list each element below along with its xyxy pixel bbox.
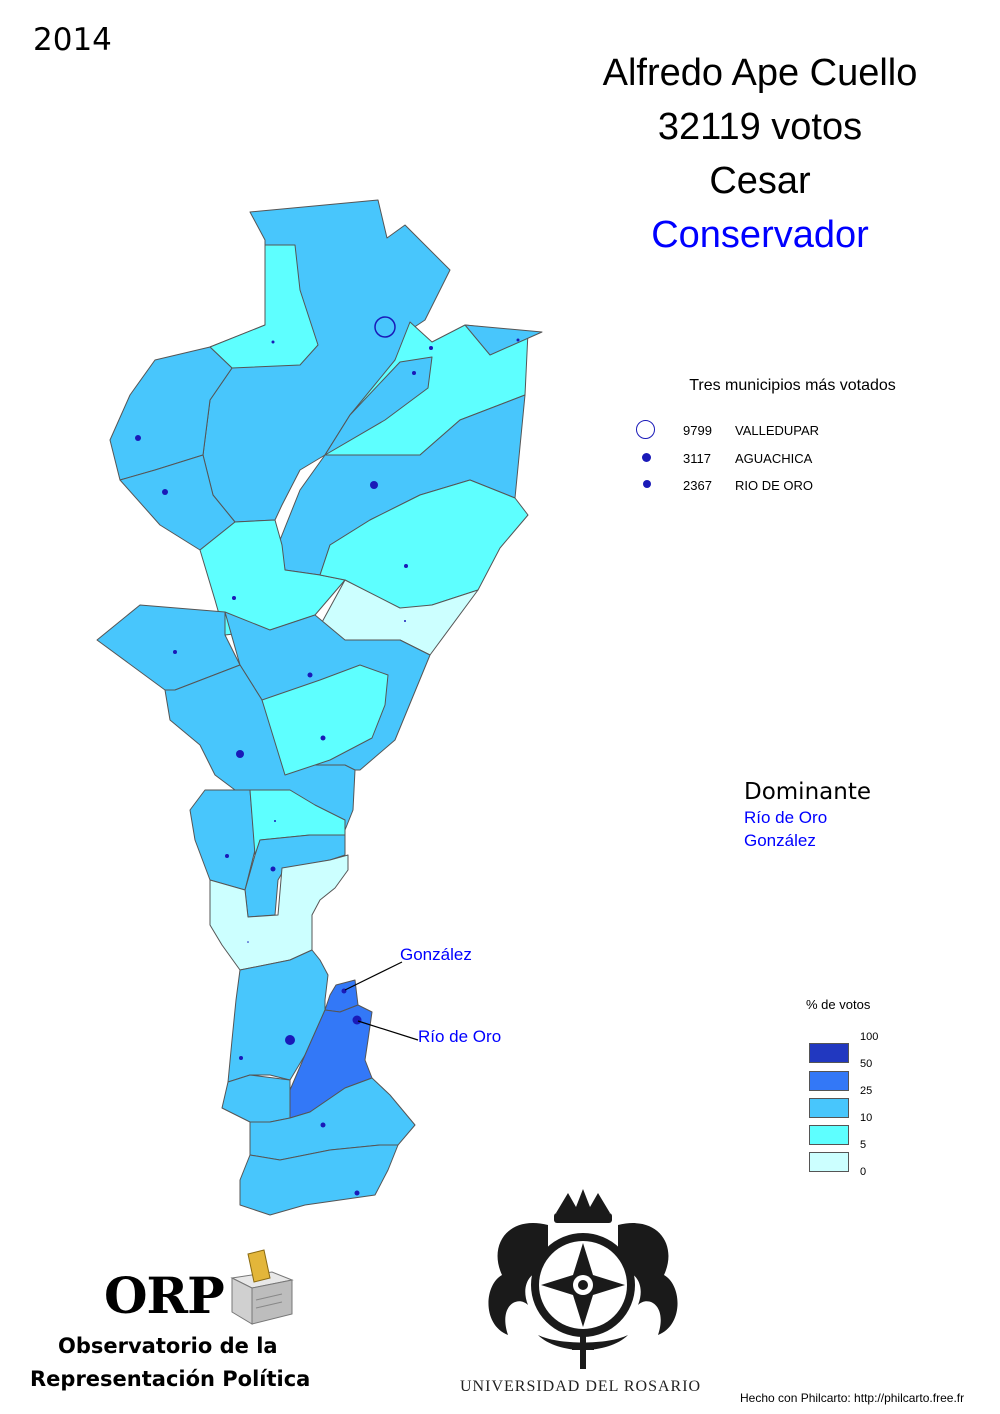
municipality-valledupar-west xyxy=(209,244,319,369)
legend-swatch-25-50 xyxy=(809,1071,849,1091)
year-label: 2014 xyxy=(33,22,112,58)
dominante-item: Río de Oro xyxy=(744,808,828,827)
vote-circle xyxy=(135,435,141,441)
vote-circle xyxy=(307,672,313,678)
vote-circle xyxy=(270,866,276,872)
top-municipality-name: RIO DE ORO xyxy=(735,478,814,493)
legend-label: 5 xyxy=(860,1139,867,1151)
dominante-item: González xyxy=(744,831,816,850)
municipality-ne-corner xyxy=(464,324,543,356)
credit-text: Hecho con Philcarto: http://philcarto.fr… xyxy=(740,1391,965,1405)
vote-circle xyxy=(412,371,416,375)
legend-label: 100 xyxy=(860,1031,879,1043)
vote-circle xyxy=(239,1056,243,1060)
callout-rio-de-oro: Río de Oro xyxy=(418,1027,502,1046)
top-municipality-row: 3117 AGUACHICA xyxy=(630,448,890,470)
vote-circle xyxy=(162,489,168,495)
university-crest-icon xyxy=(488,1189,678,1369)
top-municipality-value: 3117 xyxy=(683,451,711,466)
vote-circle xyxy=(247,941,249,943)
top-municipality-name: VALLEDUPAR xyxy=(735,423,820,438)
municipality-center-4 xyxy=(261,664,389,776)
municipality-mid-east xyxy=(324,356,433,456)
vote-circle xyxy=(404,564,408,568)
legend-swatch-0-5 xyxy=(809,1152,849,1172)
top-municipality-value: 2367 xyxy=(683,478,712,493)
orp-name-line2: Representación Política xyxy=(30,1367,311,1391)
vote-circle xyxy=(173,650,177,654)
municipality-sw-4 xyxy=(209,854,349,971)
municipality-west-2 xyxy=(119,454,236,551)
department-name: Cesar xyxy=(709,160,811,202)
legend-label: 50 xyxy=(860,1058,873,1070)
top-municipality-row: 9799 VALLEDUPAR xyxy=(630,420,890,442)
ballot-box-icon xyxy=(230,1249,294,1325)
vote-circle xyxy=(429,346,433,350)
top-municipality-row: 2367 RIO DE ORO xyxy=(630,475,890,497)
legend-swatch-10-25 xyxy=(809,1098,849,1118)
candidate-name: Alfredo Ape Cuello xyxy=(602,52,918,94)
circle-small-icon xyxy=(643,480,651,488)
circle-medium-icon xyxy=(642,453,651,462)
vote-circle xyxy=(404,620,406,622)
municipality-west-4 xyxy=(164,664,356,831)
vote-circle xyxy=(320,1122,326,1128)
vote-circle-aguachica xyxy=(285,1035,295,1045)
vote-circle xyxy=(271,340,275,344)
vote-circle xyxy=(320,735,326,741)
vote-circle xyxy=(225,854,229,858)
vote-circle xyxy=(236,750,244,758)
vote-circle xyxy=(370,481,378,489)
vote-total: 32119 votos xyxy=(657,106,863,148)
municipality-south-2 xyxy=(221,1074,291,1123)
legend-swatch-50-100 xyxy=(809,1043,849,1063)
orp-name-line1: Observatorio de la xyxy=(58,1334,278,1358)
circle-large-icon xyxy=(636,420,655,439)
top-municipality-name: AGUACHICA xyxy=(735,451,813,466)
legend-label: 10 xyxy=(860,1112,873,1124)
top-municipality-value: 9799 xyxy=(683,423,712,438)
callout-line-rio-de-oro xyxy=(357,1020,419,1041)
top-municipalities-title: Tres municipios más votados xyxy=(689,377,896,394)
orp-logo: ORP xyxy=(104,1266,225,1325)
municipality-sw-1 xyxy=(189,789,256,891)
callout-gonzalez: González xyxy=(400,945,472,964)
legend-label: 25 xyxy=(860,1085,873,1097)
vote-circle xyxy=(232,596,236,600)
legend-swatch-5-10 xyxy=(809,1125,849,1145)
municipality-south-4 xyxy=(239,1144,399,1216)
vote-circle-valledupar xyxy=(374,316,396,338)
vote-circle xyxy=(354,1190,360,1196)
vote-circle xyxy=(274,820,276,822)
callout-line-gonzalez xyxy=(344,961,403,991)
vote-circle-rio-de-oro xyxy=(352,1015,362,1025)
university-name: UNIVERSIDAD DEL ROSARIO xyxy=(460,1378,702,1395)
choropleth-map xyxy=(96,199,543,1216)
legend-title: % de votos xyxy=(806,997,871,1012)
vote-circle xyxy=(516,338,520,342)
party-name: Conservador xyxy=(651,214,869,256)
dominante-title: Dominante xyxy=(744,779,871,805)
legend-label: 0 xyxy=(860,1166,867,1178)
